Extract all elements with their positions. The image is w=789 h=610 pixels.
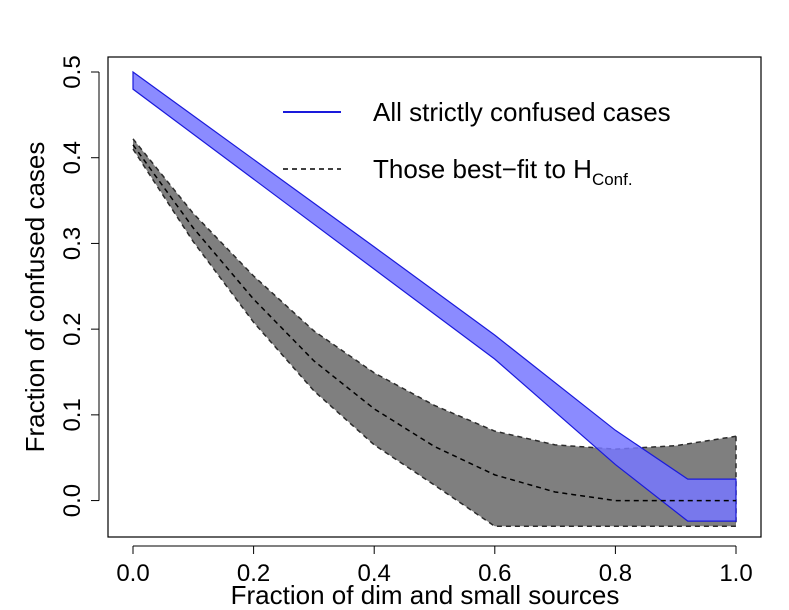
- x-axis-label: Fraction of dim and small sources: [231, 580, 620, 610]
- y-axis: 0.0 0.1 0.2 0.3 0.4 0.5: [59, 55, 100, 517]
- x-tick-label: 0.2: [237, 560, 270, 587]
- y-tick-label: 0.2: [59, 312, 86, 345]
- best-fit-center-line: [132, 144, 736, 502]
- y-tick-label: 0.3: [59, 227, 86, 260]
- legend-label-best-fit-subscript: Conf.: [592, 170, 633, 189]
- best-fit-band-lower-edge: [132, 148, 736, 528]
- x-tick-label: 0.6: [478, 560, 511, 587]
- x-tick-label: 0.0: [116, 560, 149, 587]
- x-axis: 0.0 0.2 0.4 0.6 0.8 1.0: [116, 545, 753, 587]
- y-tick-label: 0.0: [59, 484, 86, 517]
- x-tick-label: 1.0: [719, 560, 752, 587]
- x-tick-label: 0.8: [599, 560, 632, 587]
- legend: All strictly confused cases Those best−f…: [283, 97, 671, 189]
- y-tick-label: 0.1: [59, 398, 86, 431]
- data-bands: [132, 70, 737, 528]
- all-strictly-band: [132, 70, 737, 522]
- y-tick-label: 0.5: [59, 55, 86, 88]
- x-tick-label: 0.4: [358, 560, 391, 587]
- y-tick-label: 0.4: [59, 141, 86, 174]
- legend-label-all-strictly: All strictly confused cases: [373, 97, 671, 127]
- plot-frame: [107, 56, 762, 538]
- legend-label-best-fit: Those best−fit to HConf.: [373, 154, 633, 189]
- y-axis-label: Fraction of confused cases: [20, 142, 50, 453]
